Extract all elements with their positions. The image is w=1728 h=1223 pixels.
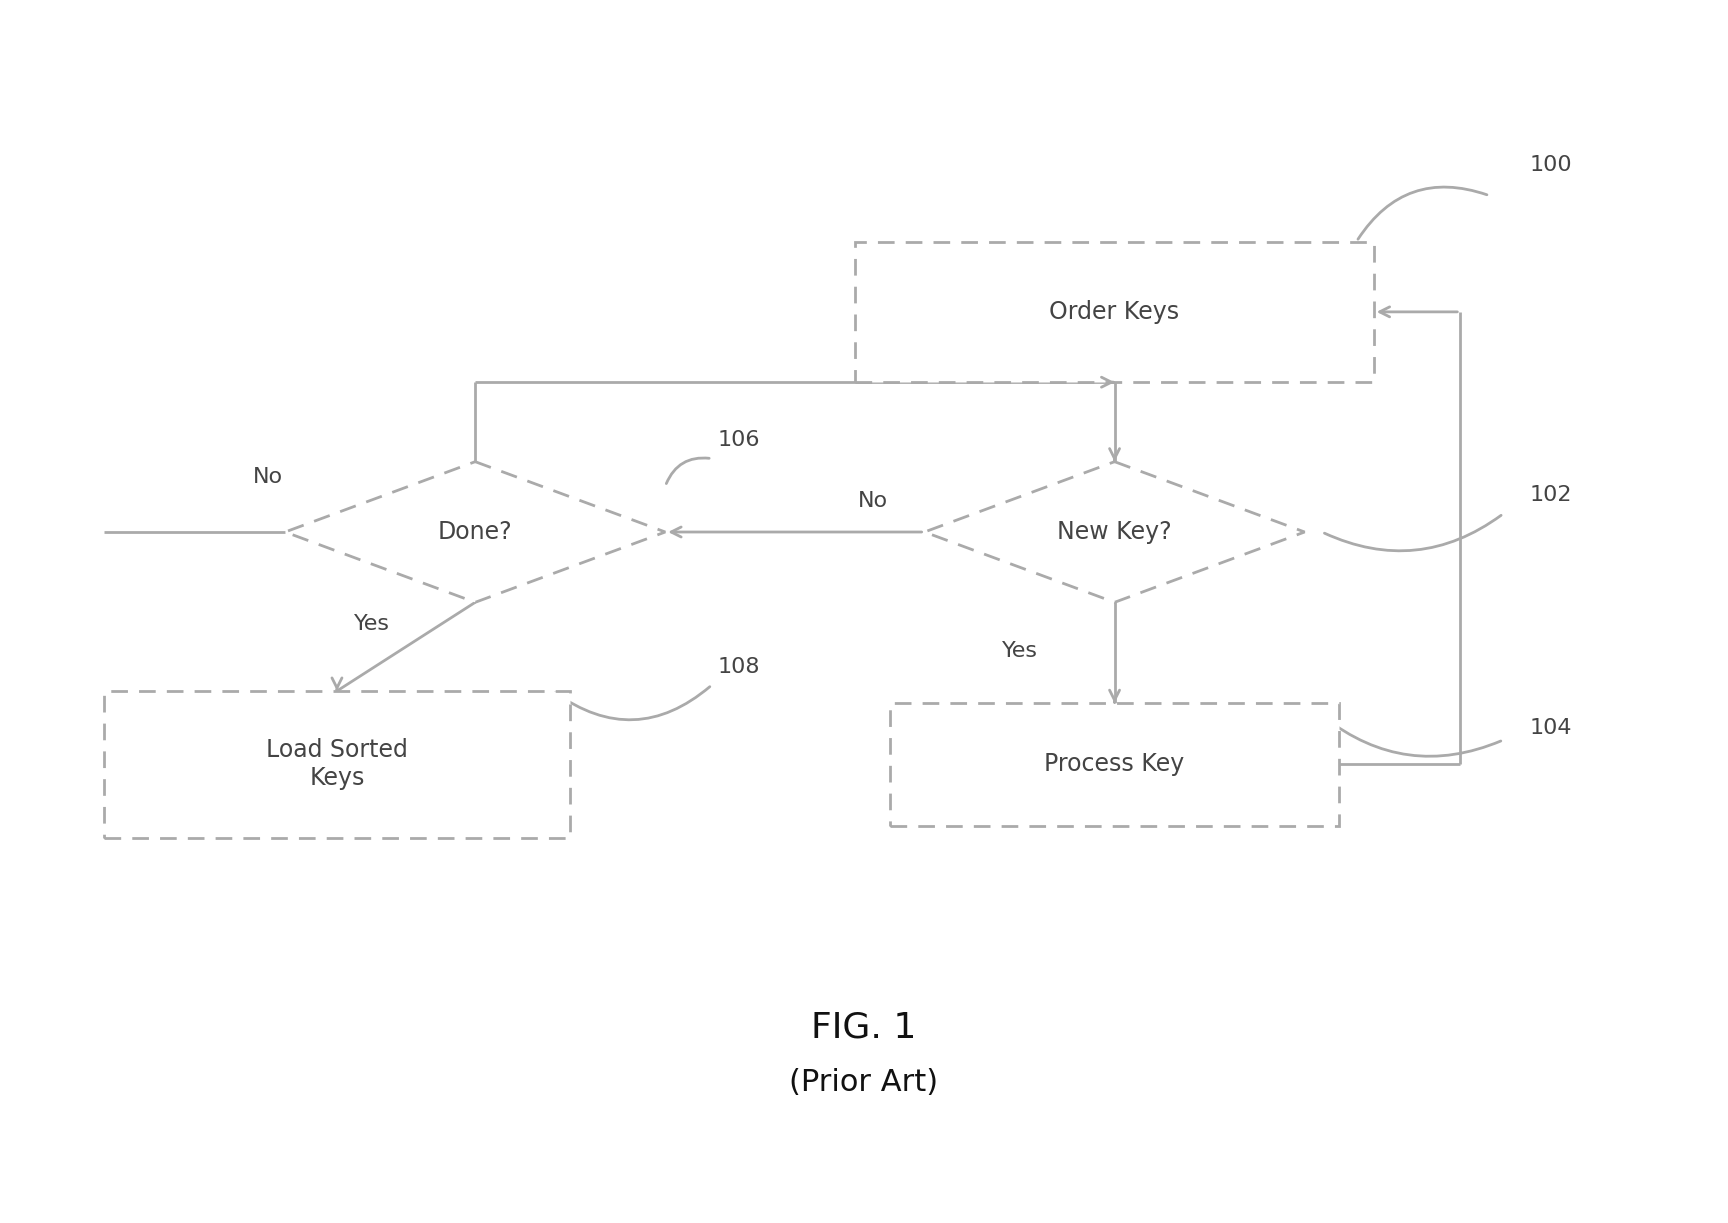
Bar bbox=[855, 242, 1374, 382]
Text: New Key?: New Key? bbox=[1058, 520, 1172, 544]
Bar bbox=[104, 691, 570, 838]
Text: (Prior Art): (Prior Art) bbox=[790, 1068, 938, 1097]
Text: 104: 104 bbox=[1529, 718, 1572, 737]
Text: Yes: Yes bbox=[1002, 641, 1037, 660]
Text: 102: 102 bbox=[1529, 486, 1572, 505]
Bar bbox=[890, 703, 1339, 826]
Polygon shape bbox=[924, 462, 1305, 603]
Text: No: No bbox=[857, 492, 888, 511]
Text: Order Keys: Order Keys bbox=[1049, 300, 1180, 324]
Text: 108: 108 bbox=[717, 657, 760, 676]
Polygon shape bbox=[285, 462, 665, 603]
Text: Yes: Yes bbox=[354, 614, 389, 634]
Text: Load Sorted
Keys: Load Sorted Keys bbox=[266, 739, 408, 790]
Text: 100: 100 bbox=[1529, 155, 1572, 175]
Text: FIG. 1: FIG. 1 bbox=[812, 1010, 916, 1044]
Text: Process Key: Process Key bbox=[1044, 752, 1185, 777]
Text: Done?: Done? bbox=[437, 520, 513, 544]
Text: No: No bbox=[252, 467, 283, 487]
Text: 106: 106 bbox=[717, 430, 760, 450]
